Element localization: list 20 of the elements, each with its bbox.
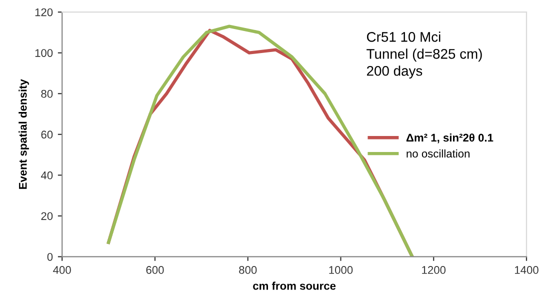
y-axis-title: Event spatial density xyxy=(18,79,29,189)
legend-label: Δm² 1, sin²2θ 0.1 xyxy=(406,133,494,144)
legend-label: no oscillation xyxy=(406,149,470,158)
x-tick-label: 1000 xyxy=(329,266,353,274)
x-tick-label: 1400 xyxy=(514,266,538,274)
x-tick-label: 600 xyxy=(146,266,164,274)
x-tick-label: 400 xyxy=(53,266,71,274)
y-tick-label: 120 xyxy=(35,8,53,16)
y-tick-label: 100 xyxy=(35,49,53,57)
y-tick-label: 0 xyxy=(47,252,53,261)
y-tick-label: 80 xyxy=(41,90,53,98)
y-tick-label: 40 xyxy=(40,171,53,180)
x-tick-label: 1200 xyxy=(422,266,446,274)
annotation: Tunnel (d=825 cm) xyxy=(366,48,482,62)
y-tick-label: 60 xyxy=(41,130,53,139)
annotation: Cr51 10 Mci xyxy=(366,32,440,42)
annotation: 200 days xyxy=(366,66,422,79)
x-tick-label: 800 xyxy=(239,266,257,274)
x-axis-title: cm from source xyxy=(253,282,336,290)
y-tick-label: 20 xyxy=(41,212,53,220)
